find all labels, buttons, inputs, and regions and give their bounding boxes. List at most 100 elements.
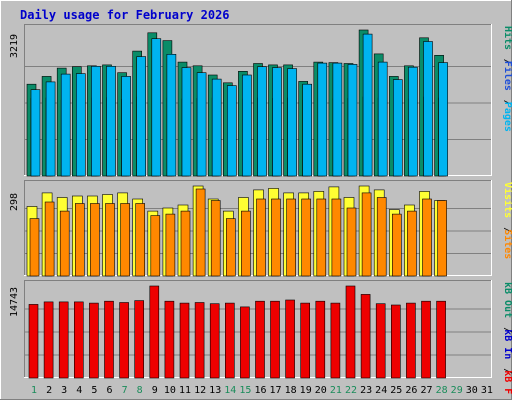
bar-kb-f-day-6 <box>104 300 114 379</box>
bar-kb-f-day-4 <box>74 301 84 379</box>
legend-separator: / <box>502 59 512 65</box>
x-label-day-27: 27 <box>420 385 432 396</box>
x-label-day-23: 23 <box>360 385 372 396</box>
bar-sites-day-6 <box>105 203 115 277</box>
x-label-day-8: 8 <box>137 385 143 396</box>
x-label-day-12: 12 <box>194 385 206 396</box>
bar-sites-day-7 <box>120 203 130 277</box>
bar-sites-day-22 <box>346 207 357 277</box>
bar-kb-f-day-23 <box>360 294 371 379</box>
bar-sites-day-27 <box>422 198 432 277</box>
x-label-day-19: 19 <box>300 385 312 396</box>
bar-pages-day-16 <box>257 66 267 177</box>
bar-sites-day-13 <box>210 200 221 277</box>
bar-kb-f-day-17 <box>270 300 280 379</box>
legend-separator: / <box>502 227 512 233</box>
legend-visits: Visits <box>502 182 512 218</box>
bar-pages-day-15 <box>242 74 252 177</box>
x-label-day-20: 20 <box>315 385 327 396</box>
bar-pages-day-25 <box>392 79 403 177</box>
bar-pages-day-8 <box>136 56 146 177</box>
x-label-day-2: 2 <box>46 385 52 396</box>
bar-sites-day-3 <box>59 210 70 277</box>
bar-sites-day-12 <box>195 188 206 277</box>
legend-sites: Sites <box>502 229 512 259</box>
x-label-day-24: 24 <box>375 385 387 396</box>
legend-hits: Hits <box>502 26 512 50</box>
bar-pages-day-9 <box>151 38 162 177</box>
bar-pages-day-13 <box>211 78 222 177</box>
x-label-day-6: 6 <box>106 385 112 396</box>
bar-kb-f-day-8 <box>134 300 144 379</box>
bar-kb-f-day-13 <box>209 303 220 379</box>
bar-pages-day-22 <box>347 64 358 177</box>
bar-pages-day-20 <box>317 62 328 177</box>
bar-kb-f-day-26 <box>406 302 416 379</box>
bar-kb-f-day-22 <box>345 285 356 379</box>
bar-sites-day-20 <box>316 198 327 277</box>
bar-kb-f-day-9 <box>149 285 160 379</box>
bar-sites-day-23 <box>361 192 372 277</box>
x-label-day-29: 29 <box>451 385 463 396</box>
bar-sites-day-21 <box>331 198 342 277</box>
x-label-day-21: 21 <box>330 385 342 396</box>
x-label-day-1: 1 <box>31 385 37 396</box>
legend-kb-out: kB Out <box>502 282 512 318</box>
x-label-day-16: 16 <box>254 385 266 396</box>
legend-separator: / <box>502 368 512 374</box>
bar-kb-f-day-1 <box>28 304 39 379</box>
bar-kb-f-day-16 <box>255 300 265 379</box>
bar-kb-f-day-24 <box>375 303 386 379</box>
bar-pages-day-1 <box>30 89 41 177</box>
bar-sites-day-4 <box>75 203 85 277</box>
bar-sites-day-10 <box>165 213 176 277</box>
x-label-day-4: 4 <box>76 385 82 396</box>
x-label-day-18: 18 <box>285 385 297 396</box>
bar-sites-day-17 <box>271 198 281 277</box>
x-label-day-14: 14 <box>224 385 236 396</box>
bar-kb-f-day-10 <box>164 300 175 379</box>
legend-kb-f: kB F <box>502 370 512 394</box>
bar-pages-day-21 <box>332 62 343 177</box>
bar-sites-day-2 <box>44 201 55 277</box>
panel-3-max-label: 14743 <box>9 287 20 317</box>
bar-sites-day-9 <box>150 215 161 277</box>
bar-pages-day-10 <box>166 53 177 177</box>
bar-kb-f-day-28 <box>436 300 446 379</box>
bar-sites-day-11 <box>180 210 191 277</box>
x-label-day-3: 3 <box>61 385 67 396</box>
bar-kb-f-day-12 <box>194 302 205 379</box>
bar-sites-day-24 <box>376 197 387 277</box>
bar-kb-f-day-14 <box>225 302 235 379</box>
x-label-day-26: 26 <box>405 385 417 396</box>
bar-kb-f-day-25 <box>390 304 401 379</box>
bar-pages-day-4 <box>76 73 86 177</box>
bar-kb-f-day-11 <box>179 302 190 379</box>
x-label-day-7: 7 <box>122 385 128 396</box>
legend-pages: Pages <box>502 102 512 132</box>
x-label-day-25: 25 <box>390 385 402 396</box>
bar-sites-day-18 <box>286 198 296 277</box>
bar-kb-f-day-27 <box>421 300 431 379</box>
panel-1-max-label: 3219 <box>9 34 20 58</box>
x-label-day-17: 17 <box>269 385 281 396</box>
bar-pages-day-24 <box>377 61 388 177</box>
bar-sites-day-14 <box>226 218 236 277</box>
bar-pages-day-14 <box>227 85 237 177</box>
x-label-day-31: 31 <box>481 385 493 396</box>
x-label-day-11: 11 <box>179 385 191 396</box>
legend-separator: / <box>502 100 512 106</box>
bar-kb-f-day-2 <box>43 301 54 379</box>
bar-kb-f-day-19 <box>300 302 311 379</box>
bar-kb-f-day-3 <box>58 301 69 379</box>
legend-files: Files <box>502 61 512 91</box>
x-label-day-13: 13 <box>209 385 221 396</box>
bar-pages-day-19 <box>302 83 313 177</box>
bar-sites-day-8 <box>135 203 145 277</box>
bar-pages-day-28 <box>438 62 448 177</box>
bar-kb-f-day-7 <box>119 302 129 379</box>
bar-pages-day-3 <box>60 73 71 177</box>
bar-pages-day-6 <box>106 66 116 177</box>
